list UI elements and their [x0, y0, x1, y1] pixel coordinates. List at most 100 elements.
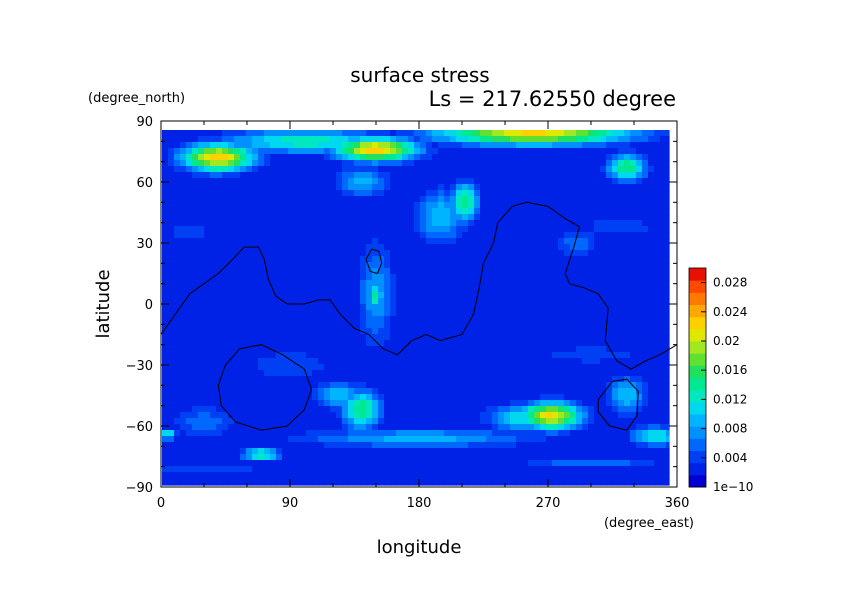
- heatmap-cell: [582, 328, 589, 335]
- heatmap-cell: [588, 340, 595, 347]
- heatmap-cell: [306, 430, 313, 437]
- heatmap-cell: [390, 166, 397, 173]
- heatmap-cell: [258, 412, 265, 419]
- heatmap-cell: [564, 148, 571, 155]
- heatmap-cell: [414, 142, 421, 149]
- heatmap-cell: [378, 310, 385, 317]
- heatmap-cell: [348, 436, 355, 443]
- heatmap-cell: [180, 358, 187, 365]
- heatmap-cell: [534, 370, 541, 377]
- heatmap-cell: [378, 304, 385, 311]
- heatmap-cell: [192, 244, 199, 251]
- heatmap-cell: [276, 466, 283, 473]
- heatmap-cell: [468, 478, 475, 485]
- heatmap-cell: [504, 454, 511, 461]
- heatmap-cell: [270, 412, 277, 419]
- heatmap-cell: [408, 394, 415, 401]
- heatmap-cell: [456, 196, 463, 203]
- heatmap-cell: [270, 136, 277, 143]
- heatmap-cell: [534, 262, 541, 269]
- heatmap-cell: [606, 388, 613, 395]
- heatmap-cell: [186, 388, 193, 395]
- heatmap-cell: [492, 472, 499, 479]
- heatmap-cell: [624, 184, 631, 191]
- heatmap-cell: [402, 256, 409, 263]
- heatmap-cell: [228, 136, 235, 143]
- heatmap-cell: [306, 346, 313, 353]
- heatmap-cell: [324, 316, 331, 323]
- heatmap-cell: [468, 184, 475, 191]
- heatmap-cell: [504, 232, 511, 239]
- heatmap-cell: [372, 250, 379, 257]
- heatmap-cell: [246, 430, 253, 437]
- heatmap-cell: [540, 298, 547, 305]
- heatmap-cell: [486, 238, 493, 245]
- heatmap-cell: [174, 286, 181, 293]
- heatmap-cell: [312, 136, 319, 143]
- heatmap-cell: [456, 208, 463, 215]
- heatmap-cell: [366, 148, 373, 155]
- heatmap-cell: [324, 250, 331, 257]
- heatmap-cell: [258, 340, 265, 347]
- heatmap-cell: [462, 154, 469, 161]
- heatmap-cell: [366, 262, 373, 269]
- heatmap-cell: [444, 238, 451, 245]
- heatmap-cell: [456, 376, 463, 383]
- heatmap-cell: [510, 358, 517, 365]
- heatmap-cell: [528, 394, 535, 401]
- heatmap-cell: [342, 376, 349, 383]
- heatmap-cell: [222, 424, 229, 431]
- heatmap-cell: [216, 166, 223, 173]
- heatmap-cell: [384, 448, 391, 455]
- heatmap-cell: [552, 424, 559, 431]
- heatmap-cell: [612, 394, 619, 401]
- heatmap-cell: [480, 226, 487, 233]
- heatmap-cell: [198, 388, 205, 395]
- heatmap-cell: [630, 184, 637, 191]
- heatmap-cell: [450, 352, 457, 359]
- heatmap-cell: [282, 262, 289, 269]
- heatmap-cell: [348, 442, 355, 449]
- heatmap-cell: [336, 322, 343, 329]
- heatmap-cell: [258, 322, 265, 329]
- heatmap-cell: [492, 322, 499, 329]
- heatmap-cell: [210, 208, 217, 215]
- heatmap-cell: [300, 286, 307, 293]
- heatmap-cell: [426, 328, 433, 335]
- heatmap-cell: [288, 376, 295, 383]
- heatmap-cell: [186, 346, 193, 353]
- heatmap-cell: [456, 442, 463, 449]
- heatmap-cell: [198, 232, 205, 239]
- heatmap-cell: [408, 340, 415, 347]
- heatmap-cell: [354, 160, 361, 167]
- heatmap-cell: [510, 448, 517, 455]
- heatmap-cell: [294, 376, 301, 383]
- heatmap-cell: [564, 352, 571, 359]
- heatmap-cell: [162, 448, 169, 455]
- heatmap-cell: [180, 328, 187, 335]
- heatmap-cell: [462, 298, 469, 305]
- heatmap-cell: [534, 322, 541, 329]
- heatmap-cell: [630, 256, 637, 263]
- heatmap-cell: [612, 346, 619, 353]
- heatmap-cell: [564, 142, 571, 149]
- heatmap-cell: [624, 472, 631, 479]
- heatmap-cell: [546, 328, 553, 335]
- heatmap-cell: [432, 418, 439, 425]
- heatmap-cell: [438, 340, 445, 347]
- heatmap-cell: [474, 364, 481, 371]
- heatmap-cell: [468, 418, 475, 425]
- heatmap-cell: [306, 184, 313, 191]
- heatmap-cell: [462, 406, 469, 413]
- heatmap-cell: [396, 454, 403, 461]
- heatmap-cell: [246, 424, 253, 431]
- heatmap-cell: [186, 448, 193, 455]
- heatmap-cell: [240, 430, 247, 437]
- heatmap-cell: [174, 172, 181, 179]
- heatmap-cell: [420, 232, 427, 239]
- heatmap-cell: [516, 382, 523, 389]
- heatmap-cell: [204, 316, 211, 323]
- heatmap-cell: [456, 220, 463, 227]
- heatmap-cell: [186, 202, 193, 209]
- heatmap-cell: [474, 322, 481, 329]
